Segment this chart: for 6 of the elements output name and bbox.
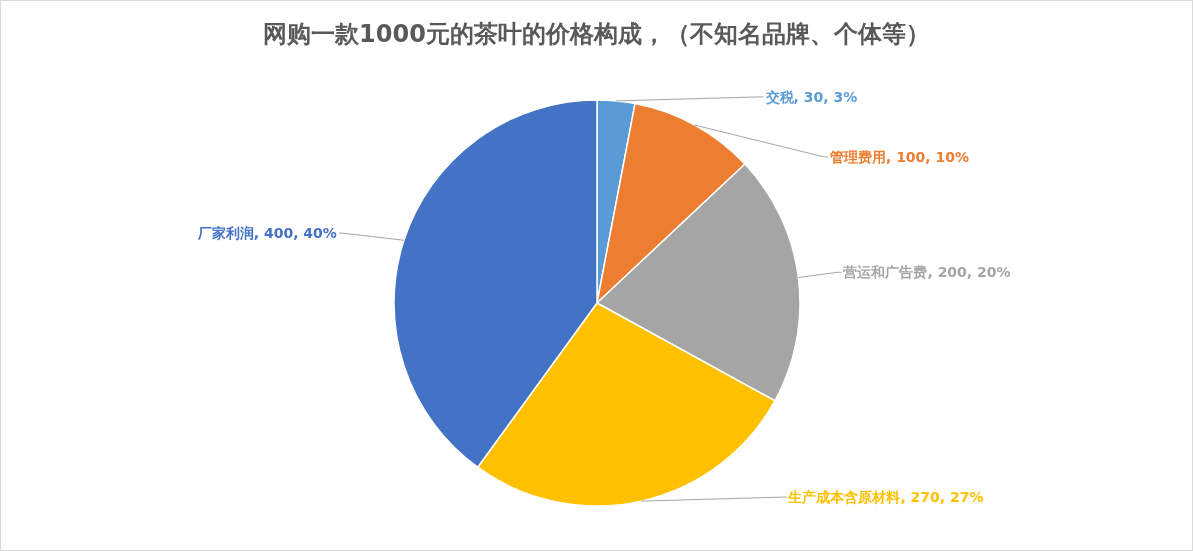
slice-label: 管理费用, 100, 10%: [828, 148, 970, 165]
chart-title: 网购一款1000元的茶叶的价格构成，（不知名品牌、个体等）: [263, 20, 930, 48]
slice-label: 生产成本含原材料, 270, 27%: [787, 489, 984, 506]
slice-label: 厂家利润, 400, 40%: [196, 225, 337, 242]
slice-label: 营运和广告费, 200, 20%: [842, 264, 1011, 281]
slice-label: 交税, 30, 3%: [764, 88, 858, 105]
